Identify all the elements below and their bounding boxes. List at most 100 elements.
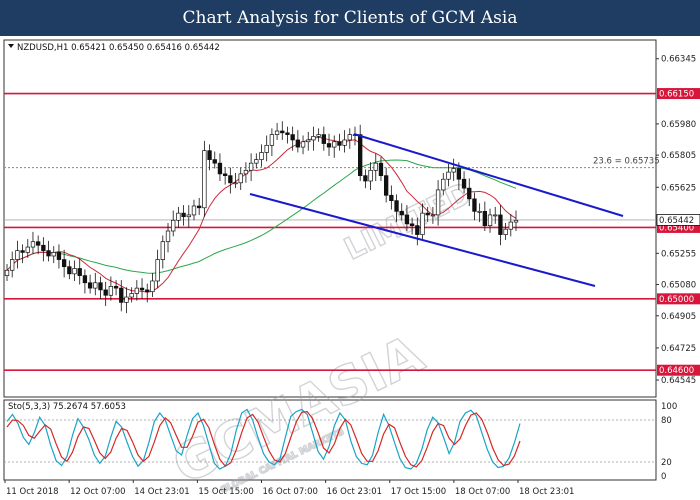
- candle: [233, 172, 238, 189]
- candle: [290, 126, 295, 151]
- candle: [259, 144, 264, 167]
- candle: [363, 169, 368, 189]
- level-tag-1: [657, 88, 700, 100]
- channel-lower-line[interactable]: [249, 193, 596, 287]
- candle: [493, 206, 498, 224]
- candle: [207, 144, 212, 171]
- candle: [295, 130, 301, 153]
- candle: [243, 162, 249, 183]
- candle: [321, 126, 326, 151]
- candle: [10, 251, 15, 278]
- time-tick-label: 18 Oct 23:01: [519, 487, 574, 497]
- level-label-1: 0.66150: [659, 90, 694, 100]
- candle: [15, 240, 20, 269]
- candle: [332, 135, 337, 158]
- price-chart[interactable]: NZDUSD,H1 0.65421 0.65450 0.65416 0.6544…: [0, 36, 700, 500]
- time-tick-label: 12 Oct 07:00: [70, 487, 125, 497]
- candle: [461, 171, 467, 194]
- candle: [217, 153, 223, 182]
- candle: [254, 153, 259, 169]
- stochastic-d-line: [6, 410, 521, 468]
- channel-upper-line[interactable]: [353, 133, 624, 217]
- candle: [472, 192, 477, 221]
- candle: [186, 205, 191, 228]
- time-tick-label: 14 Oct 23:01: [134, 487, 189, 497]
- level-tag-2: [657, 221, 700, 233]
- candle: [41, 237, 46, 262]
- candle: [176, 206, 181, 228]
- current-price-label: 0.65442: [659, 216, 694, 226]
- main-plot-area: [3, 39, 657, 398]
- candle: [383, 167, 389, 203]
- candle: [306, 131, 311, 151]
- stochastic-tick-label: 0: [661, 472, 666, 482]
- candle: [181, 205, 186, 226]
- level-label-4: 0.64600: [659, 366, 694, 376]
- candle: [46, 240, 51, 262]
- candle: [389, 185, 394, 210]
- moving-averages: [6, 136, 517, 293]
- stochastic-header: Sto(5,3,3) 75.2674 57.6053: [8, 402, 126, 412]
- stochastic-oscillator: 100 80 20 0: [4, 402, 677, 482]
- time-tick-label: 15 Oct 15:00: [198, 487, 253, 497]
- candle: [347, 128, 352, 149]
- stochastic-tick-label: 80: [661, 416, 672, 426]
- candle: [358, 124, 363, 182]
- price-tick-label: 0.64905: [661, 312, 696, 322]
- candle: [373, 153, 378, 182]
- candle: [134, 280, 140, 301]
- candle: [160, 235, 165, 269]
- candle: [25, 239, 30, 258]
- candle: [56, 244, 62, 269]
- candle: [139, 278, 145, 299]
- time-tick-label: 16 Oct 07:00: [263, 487, 318, 497]
- price-axis: 0.66345 0.65980 0.65805 0.65625 0.65255 0.650…: [656, 55, 696, 386]
- ma-fast-line: [6, 136, 517, 293]
- price-tick-label: 0.65980: [661, 120, 696, 130]
- fibonacci-label: 23.6 = 0.65735: [593, 157, 660, 167]
- price-tick-label: 0.64545: [661, 376, 696, 386]
- candle: [508, 214, 513, 237]
- candle: [155, 249, 160, 289]
- candle: [82, 269, 88, 294]
- candle: [326, 133, 332, 157]
- candle: [20, 244, 25, 264]
- symbol-dropdown-icon[interactable]: [8, 44, 14, 48]
- price-tick-label: 0.65255: [661, 249, 696, 259]
- price-tick-label: 0.64725: [661, 344, 696, 354]
- candle: [451, 158, 456, 182]
- candle: [87, 274, 93, 294]
- candle: [311, 126, 316, 151]
- candle: [482, 201, 488, 231]
- candle: [513, 210, 519, 231]
- candle: [430, 206, 436, 224]
- candle: [171, 210, 176, 237]
- candle: [108, 276, 114, 301]
- stochastic-tick-label: 100: [661, 402, 677, 412]
- candle: [342, 130, 347, 153]
- candle: [404, 205, 410, 231]
- candle: [441, 172, 446, 196]
- candle: [77, 258, 82, 285]
- support-resistance-levels: 0.66150 0.65400 0.65000 0.64600: [4, 88, 700, 376]
- candle: [103, 281, 108, 306]
- candle: [269, 128, 275, 157]
- time-axis: 11 Oct 2018 12 Oct 07:00 14 Oct 23:01 15 Oc…: [4, 480, 574, 497]
- candle: [212, 151, 217, 169]
- candle: [415, 217, 420, 246]
- candle: [72, 260, 77, 281]
- level-tag-4: [657, 364, 700, 376]
- candle: [300, 135, 306, 155]
- candle: [498, 205, 503, 246]
- candle: [399, 203, 404, 221]
- stochastic-plot-area: [3, 399, 657, 481]
- candle: [467, 178, 472, 207]
- descending-channel[interactable]: [249, 133, 624, 287]
- price-tick-label: 0.66345: [661, 55, 696, 65]
- candle: [477, 203, 482, 223]
- stochastic-tick-label: 20: [661, 458, 672, 468]
- candle: [150, 272, 155, 298]
- candle: [202, 140, 207, 217]
- candle: [30, 231, 36, 255]
- candle: [446, 164, 451, 187]
